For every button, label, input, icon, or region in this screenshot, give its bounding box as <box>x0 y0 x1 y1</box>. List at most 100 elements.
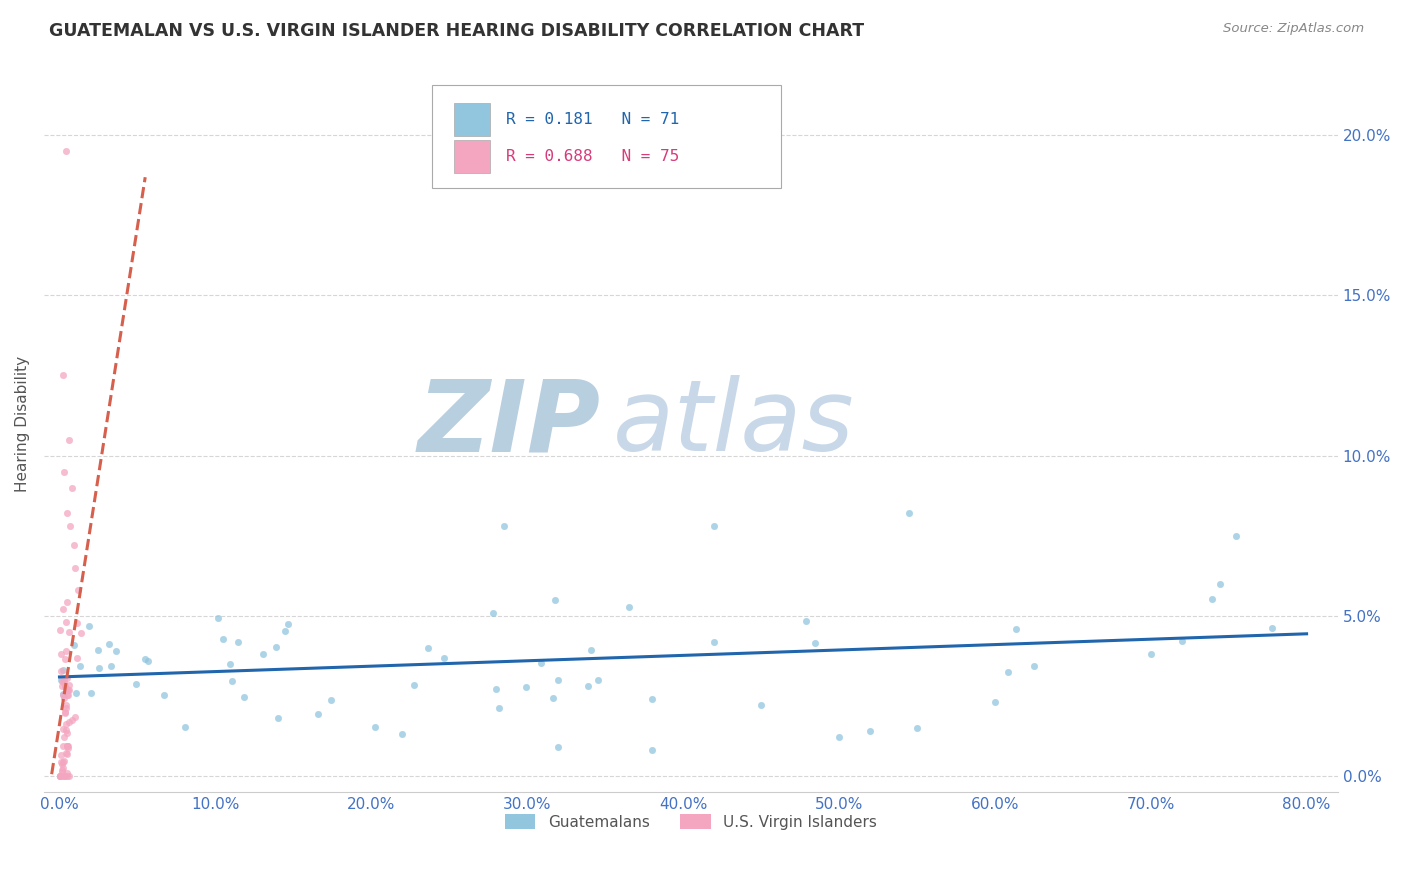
Point <box>67 583 90 598</box>
Point <box>52 739 75 754</box>
Point <box>212 632 235 646</box>
Point <box>153 688 176 702</box>
Point <box>207 610 229 624</box>
Point <box>53 769 76 783</box>
Point <box>905 721 928 735</box>
Point <box>433 651 456 665</box>
Point <box>1261 621 1284 635</box>
Point <box>703 635 725 649</box>
Point <box>404 678 426 692</box>
FancyBboxPatch shape <box>454 139 491 173</box>
Point <box>1209 577 1232 591</box>
Point <box>55 671 77 685</box>
Point <box>274 624 297 639</box>
Point <box>97 637 120 651</box>
Point <box>52 602 75 616</box>
Text: GUATEMALAN VS U.S. VIRGIN ISLANDER HEARING DISABILITY CORRELATION CHART: GUATEMALAN VS U.S. VIRGIN ISLANDER HEARI… <box>49 22 865 40</box>
Point <box>49 748 72 763</box>
Point <box>55 747 77 761</box>
Point <box>703 519 725 533</box>
Point <box>232 690 254 704</box>
Point <box>221 673 243 688</box>
Point <box>56 594 79 608</box>
Point <box>541 691 564 706</box>
FancyBboxPatch shape <box>454 103 491 136</box>
Point <box>55 644 77 658</box>
Point <box>49 769 72 783</box>
Point <box>49 647 72 661</box>
Point <box>488 701 510 715</box>
Point <box>794 614 817 628</box>
Point <box>828 731 851 745</box>
Text: R = 0.181   N = 71: R = 0.181 N = 71 <box>506 112 679 127</box>
Point <box>51 756 73 771</box>
Point <box>51 679 73 693</box>
Point <box>997 665 1019 680</box>
Point <box>87 661 110 675</box>
Point <box>576 679 599 693</box>
Point <box>58 682 80 697</box>
Point <box>56 739 79 753</box>
Point <box>515 680 537 694</box>
Point <box>53 730 76 744</box>
Point <box>1139 647 1161 661</box>
Text: R = 0.688   N = 75: R = 0.688 N = 75 <box>506 149 679 163</box>
Point <box>56 725 79 739</box>
Point <box>56 739 79 753</box>
Point <box>617 599 640 614</box>
Point <box>56 739 79 754</box>
Point <box>62 638 84 652</box>
Point <box>62 538 84 552</box>
Point <box>49 756 72 770</box>
Point <box>264 640 287 654</box>
Point <box>60 481 83 495</box>
Point <box>55 683 77 698</box>
Point <box>65 686 87 700</box>
Point <box>66 651 89 665</box>
Point <box>58 741 80 756</box>
Point <box>53 652 76 666</box>
Point <box>49 769 72 783</box>
Point <box>544 592 567 607</box>
Point <box>55 700 77 714</box>
Point <box>51 764 73 779</box>
Point <box>53 754 76 768</box>
Point <box>56 688 79 702</box>
Point <box>53 706 76 720</box>
Point <box>56 765 79 780</box>
Point <box>53 679 76 693</box>
Point <box>55 717 77 731</box>
Point <box>58 624 80 639</box>
Point <box>547 673 569 687</box>
Point <box>1171 634 1194 648</box>
Point <box>55 769 77 783</box>
Text: ZIP: ZIP <box>418 375 600 472</box>
Point <box>218 657 240 672</box>
Point <box>56 506 79 520</box>
Point <box>52 722 75 736</box>
Point <box>55 681 77 695</box>
Point <box>125 677 148 691</box>
Point <box>55 747 77 761</box>
Point <box>1201 592 1223 607</box>
Point <box>58 682 80 697</box>
Point <box>51 763 73 777</box>
Point <box>321 692 343 706</box>
Point <box>63 560 86 574</box>
Point <box>56 689 79 703</box>
Point <box>49 623 72 637</box>
Point <box>391 727 413 741</box>
Point <box>586 673 609 687</box>
Point <box>79 619 101 633</box>
Point <box>226 635 249 649</box>
Point <box>49 673 72 687</box>
Point <box>49 769 72 783</box>
Point <box>60 713 83 727</box>
Point <box>87 643 110 657</box>
Point <box>70 626 93 640</box>
Point <box>307 706 329 721</box>
Point <box>482 607 505 621</box>
Point <box>1225 529 1247 543</box>
Legend: Guatemalans, U.S. Virgin Islanders: Guatemalans, U.S. Virgin Islanders <box>499 807 883 836</box>
Point <box>136 654 159 668</box>
